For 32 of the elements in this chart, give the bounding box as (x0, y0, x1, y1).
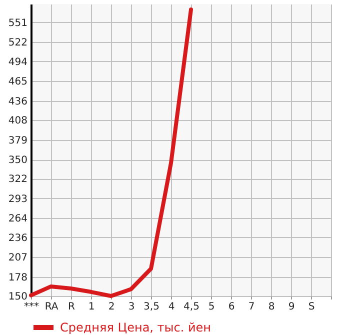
y-tick-label: 322 (8, 174, 28, 186)
y-tick-label: 408 (8, 115, 28, 126)
y-tick-label: 178 (8, 272, 28, 284)
line-series (29, 7, 193, 298)
x-tick-label: 2 (108, 302, 115, 312)
x-tick-label: 3 (128, 302, 135, 312)
x-tick-label: 5 (208, 302, 215, 312)
y-tick-label: 379 (8, 135, 28, 146)
y-tick-label: 293 (8, 194, 28, 205)
y-tick-label: 551 (8, 18, 28, 29)
x-tick-label: S (308, 302, 315, 312)
legend-label: Средняя Цена, тыс. йен (60, 320, 212, 334)
y-tick-label: 436 (8, 96, 28, 108)
x-tick-label: 6 (228, 302, 235, 312)
x-tick-label: R (68, 302, 76, 312)
x-tick-label: 1 (88, 302, 95, 312)
x-tick-label: 7 (248, 302, 255, 312)
y-tick-label: 522 (8, 38, 28, 49)
x-tick-label: *** (24, 302, 39, 312)
x-tick-label: 9 (288, 302, 295, 312)
y-tick-label: 150 (8, 292, 28, 302)
y-tick-label: 494 (8, 56, 28, 68)
x-tick-label: 3,5 (144, 302, 160, 312)
y-tick-label: 207 (8, 252, 28, 264)
x-tick-label: RA (44, 302, 58, 312)
y-tick-label: 264 (8, 214, 28, 225)
y-tick-label: 350 (8, 155, 28, 166)
x-tick-label: 8 (268, 302, 275, 312)
x-tick-label: 4,5 (184, 302, 200, 312)
x-tick-label: 4 (168, 302, 175, 312)
y-tick-label: 465 (8, 76, 28, 88)
y-tick-label: 236 (8, 232, 28, 244)
